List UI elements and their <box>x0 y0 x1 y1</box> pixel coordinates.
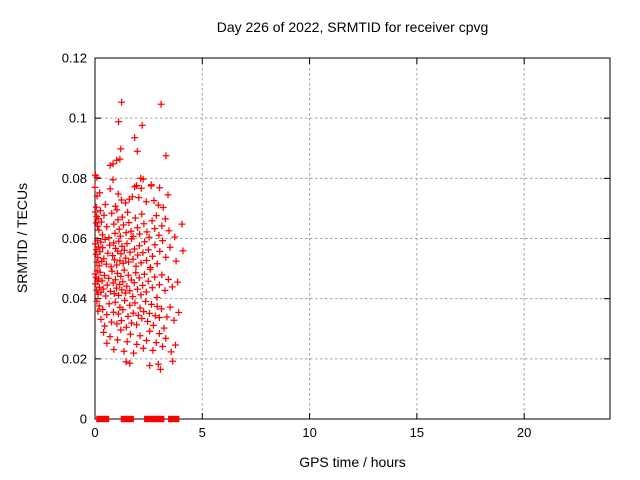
x-axis-title: GPS time / hours <box>299 454 406 470</box>
x-tick-label: 5 <box>199 425 206 440</box>
zero-value-run <box>168 415 180 423</box>
zero-value-run <box>96 415 110 423</box>
zero-value-run <box>155 415 165 423</box>
y-tick-label: 0.02 <box>62 351 87 366</box>
x-tick-label: 15 <box>410 425 424 440</box>
y-tick-label: 0.08 <box>62 171 87 186</box>
y-tick-label: 0.1 <box>69 111 87 126</box>
scatter-points <box>91 98 187 373</box>
zero-value-run <box>125 415 134 423</box>
zero-value-run <box>120 415 127 423</box>
y-tick-label: 0.06 <box>62 231 87 246</box>
x-tick-label: 10 <box>302 425 316 440</box>
zero-value-run <box>144 415 159 423</box>
x-tick-label: 0 <box>91 425 98 440</box>
y-tick-label: 0.12 <box>62 51 87 66</box>
y-axis-title: SRMTID / TECUs <box>14 182 30 294</box>
chart-title: Day 226 of 2022, SRMTID for receiver cpv… <box>216 19 489 35</box>
y-tick-label: 0.04 <box>62 291 87 306</box>
y-tick-label: 0 <box>80 412 87 427</box>
x-tick-label: 20 <box>517 425 531 440</box>
